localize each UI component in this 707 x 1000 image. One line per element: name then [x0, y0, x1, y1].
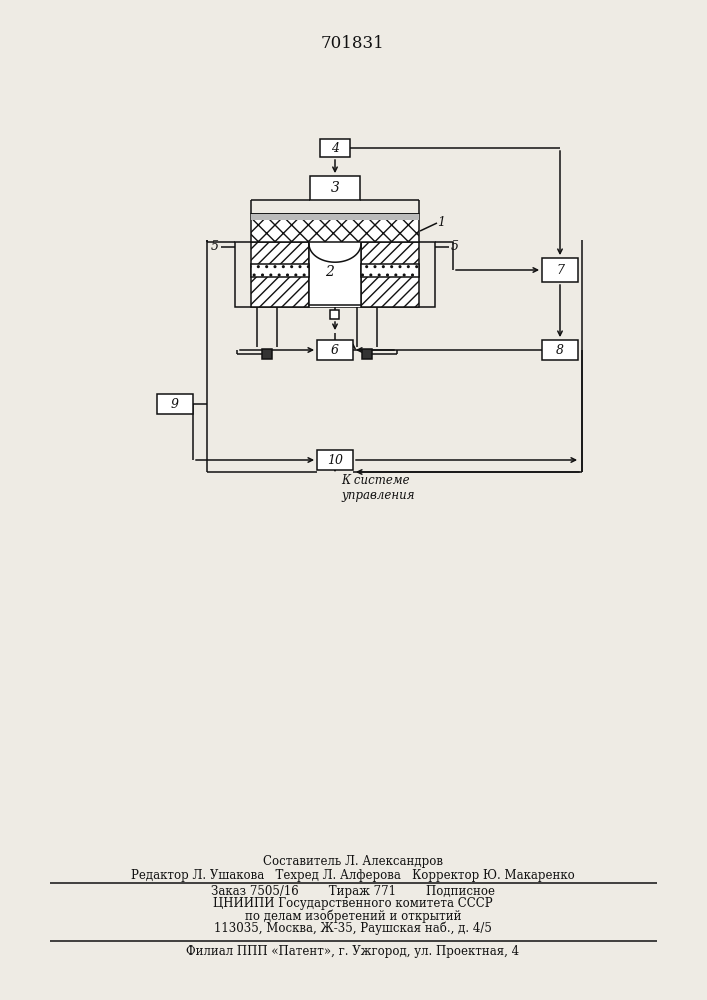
Bar — [251, 242, 309, 306]
Text: 1: 1 — [437, 217, 445, 230]
Text: 701831: 701831 — [321, 35, 385, 52]
Text: 6: 6 — [331, 344, 339, 357]
Bar — [542, 340, 578, 360]
Text: ЦНИИПИ Государственного комитета СССР: ЦНИИПИ Государственного комитета СССР — [214, 898, 493, 910]
Text: 9: 9 — [171, 397, 179, 410]
Bar — [317, 340, 353, 360]
Bar — [330, 310, 339, 319]
Text: 2: 2 — [325, 265, 334, 279]
Bar — [251, 214, 419, 242]
Bar — [235, 241, 435, 306]
Bar — [251, 264, 309, 277]
Text: 5: 5 — [451, 240, 459, 253]
Text: 5: 5 — [211, 240, 219, 253]
Text: по делам изобретений и открытий: по делам изобретений и открытий — [245, 909, 461, 923]
Text: 4: 4 — [331, 141, 339, 154]
Bar — [320, 139, 350, 157]
Text: 10: 10 — [327, 454, 343, 466]
Text: 3: 3 — [331, 181, 339, 195]
Bar — [262, 349, 272, 359]
Text: К системе
управления: К системе управления — [341, 474, 414, 502]
Text: Составитель Л. Александров: Составитель Л. Александров — [263, 856, 443, 868]
Text: 113035, Москва, Ж-35, Раушская наб., д. 4/5: 113035, Москва, Ж-35, Раушская наб., д. … — [214, 921, 492, 935]
Bar — [362, 349, 372, 359]
Bar — [157, 394, 193, 414]
Bar — [361, 264, 419, 277]
Bar — [542, 258, 578, 282]
Bar — [309, 242, 361, 306]
Bar — [317, 450, 353, 470]
Text: Филиал ППП «Патент», г. Ужгород, ул. Проектная, 4: Филиал ППП «Патент», г. Ужгород, ул. Про… — [187, 946, 520, 958]
Text: 7: 7 — [556, 263, 564, 276]
Text: Заказ 7505/16        Тираж 771        Подписное: Заказ 7505/16 Тираж 771 Подписное — [211, 886, 495, 898]
Text: 8: 8 — [556, 344, 564, 357]
Bar — [251, 214, 419, 220]
Bar — [310, 176, 360, 200]
Bar — [361, 242, 419, 306]
Text: Редактор Л. Ушакова   Техред Л. Алферова   Корректор Ю. Макаренко: Редактор Л. Ушакова Техред Л. Алферова К… — [131, 868, 575, 882]
